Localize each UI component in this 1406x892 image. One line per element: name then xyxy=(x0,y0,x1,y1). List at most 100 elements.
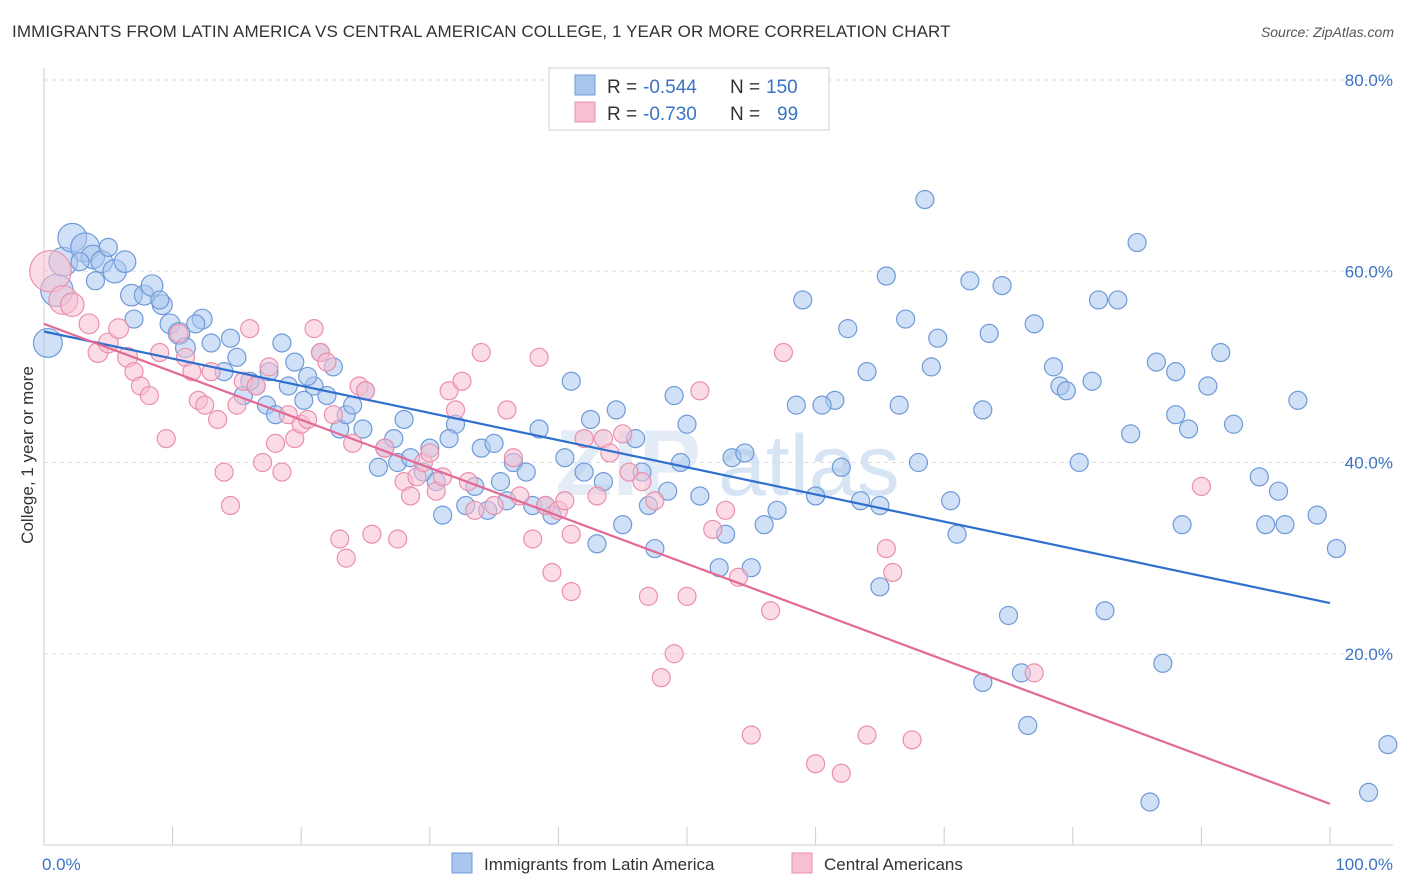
data-point-blue-152 xyxy=(1166,405,1186,425)
data-point-blue-55 xyxy=(574,462,594,482)
data-point-blue-25 xyxy=(285,352,305,372)
data-point-pink-84 xyxy=(715,500,736,520)
data-point-blue-46 xyxy=(484,433,504,453)
data-point-blue-153 xyxy=(812,395,832,415)
data-point-pink-66 xyxy=(542,562,562,583)
data-point-blue-80 xyxy=(876,266,896,286)
data-point-blue-137 xyxy=(394,409,414,430)
data-point-blue-64 xyxy=(677,414,697,434)
data-point-blue-95 xyxy=(1018,715,1038,736)
data-point-pink-17 xyxy=(195,395,215,415)
data-point-pink-47 xyxy=(400,486,421,506)
data-point-pink-3 xyxy=(78,313,100,335)
data-point-blue-108 xyxy=(1153,653,1173,673)
data-point-blue-147 xyxy=(124,309,144,329)
stats-swatch-pink xyxy=(574,101,596,123)
axes xyxy=(43,68,1393,846)
data-point-blue-120 xyxy=(1307,505,1327,525)
data-point-blue-91 xyxy=(979,323,999,344)
data-point-blue-109 xyxy=(1166,362,1186,382)
trend-line-pink xyxy=(43,322,1331,805)
data-point-pink-82 xyxy=(690,381,710,401)
data-point-blue-86 xyxy=(928,328,948,348)
data-point-pink-59 xyxy=(484,495,504,516)
trend-lines xyxy=(43,322,1331,805)
data-point-blue-148 xyxy=(98,237,118,257)
data-point-blue-146 xyxy=(150,290,170,310)
data-point-pink-91 xyxy=(857,725,877,745)
data-point-blue-93 xyxy=(998,605,1019,626)
stats-n-label-blue: N = xyxy=(730,77,760,98)
data-point-blue-57 xyxy=(606,400,626,420)
data-point-blue-119 xyxy=(1288,390,1308,410)
data-point-blue-71 xyxy=(786,395,806,415)
data-point-pink-10 xyxy=(139,385,160,406)
data-points xyxy=(29,189,1398,812)
data-point-blue-156 xyxy=(439,428,459,449)
legend-swatch-central-americans xyxy=(791,852,813,874)
data-point-pink-81 xyxy=(677,586,697,606)
data-point-blue-122 xyxy=(1358,782,1379,803)
data-point-blue-83 xyxy=(908,452,929,473)
data-point-pink-70 xyxy=(574,428,594,449)
data-point-blue-85 xyxy=(921,357,941,377)
data-point-pink-13 xyxy=(169,323,189,344)
data-point-pink-39 xyxy=(336,548,356,568)
data-point-pink-76 xyxy=(632,472,652,492)
data-point-blue-102 xyxy=(1088,290,1109,310)
stats-r-value-pink: -0.730 xyxy=(643,104,697,125)
stats-swatch-blue xyxy=(574,74,596,96)
data-point-blue-155 xyxy=(580,409,601,430)
data-point-pink-71 xyxy=(587,486,607,506)
data-point-pink-21 xyxy=(220,495,241,516)
data-point-blue-82 xyxy=(896,309,916,329)
y-tick-label-60: 60.0% xyxy=(1345,262,1393,281)
data-point-blue-149 xyxy=(85,271,106,291)
stats-r-label-blue: R = xyxy=(607,77,637,98)
x-tick-label-0: 0.0% xyxy=(42,855,81,874)
data-point-pink-96 xyxy=(1191,476,1212,497)
trend-line-blue xyxy=(43,330,1331,605)
data-point-blue-26 xyxy=(294,390,314,410)
data-point-blue-41 xyxy=(433,505,453,525)
data-point-blue-105 xyxy=(1121,424,1141,444)
data-point-pink-93 xyxy=(883,562,903,583)
data-point-blue-34 xyxy=(368,457,388,477)
data-point-pink-60 xyxy=(497,400,517,420)
data-point-pink-88 xyxy=(773,342,794,363)
data-point-blue-141 xyxy=(272,333,292,353)
y-tick-label-40: 40.0% xyxy=(1345,454,1393,473)
data-point-blue-62 xyxy=(658,481,678,501)
data-point-pink-77 xyxy=(638,586,659,606)
data-point-blue-17 xyxy=(220,328,241,348)
data-point-blue-103 xyxy=(1095,601,1115,621)
data-point-pink-68 xyxy=(555,491,575,511)
data-point-blue-8 xyxy=(113,250,137,274)
data-point-blue-115 xyxy=(1249,467,1269,487)
data-point-pink-38 xyxy=(330,529,350,549)
data-point-pink-25 xyxy=(246,376,266,396)
legend-label-latin-america: Immigrants from Latin America xyxy=(484,855,715,874)
series-points-pink xyxy=(29,249,1212,783)
stats-r-value-blue: -0.544 xyxy=(643,77,697,98)
data-point-pink-97 xyxy=(561,581,581,602)
data-point-blue-116 xyxy=(1256,515,1276,535)
stats-legend-frame xyxy=(548,67,830,131)
data-point-pink-28 xyxy=(265,433,286,453)
data-point-blue-150 xyxy=(70,252,90,272)
data-point-blue-32 xyxy=(353,419,373,439)
data-point-blue-24 xyxy=(278,376,298,396)
data-point-blue-127 xyxy=(973,400,993,420)
data-point-pink-86 xyxy=(741,725,761,745)
data-point-blue-99 xyxy=(1056,381,1076,401)
stats-n-value-pink: 99 xyxy=(777,104,798,125)
data-point-pink-20 xyxy=(214,462,234,482)
y-axis-label: College, 1 year or more xyxy=(18,366,37,544)
data-point-pink-75 xyxy=(619,462,639,482)
data-point-blue-92 xyxy=(992,275,1012,296)
axis-ticks: 20.0% 40.0% 60.0% 80.0% 0.0% 100.0% xyxy=(42,71,1393,874)
data-point-blue-111 xyxy=(1178,419,1199,439)
data-point-pink-0 xyxy=(29,249,72,293)
data-point-pink-36 xyxy=(317,352,337,372)
